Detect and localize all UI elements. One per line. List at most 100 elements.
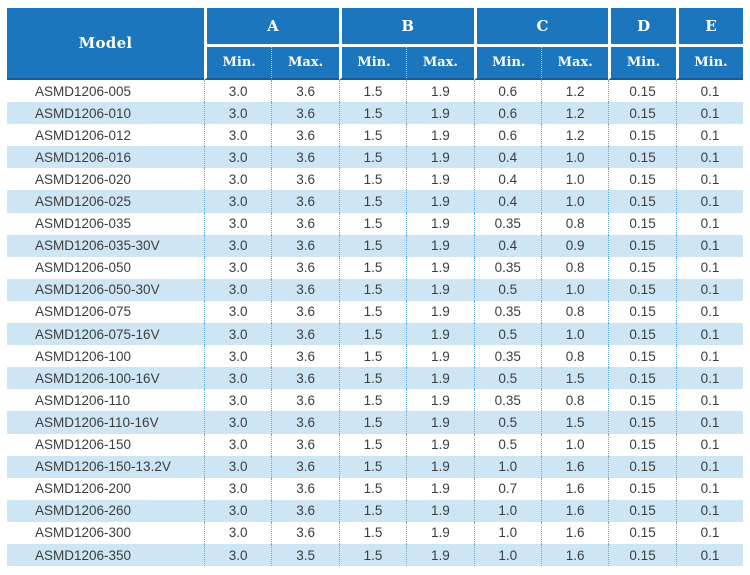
- value-cell: 1.0: [540, 278, 609, 301]
- value-cell: 1.5: [338, 124, 407, 147]
- table-row: ASMD1206-012 3.0 3.6 1.5 1.9 0.6 1.2 0.15 0.1: [7, 124, 744, 147]
- value-cell: 0.1: [675, 345, 744, 368]
- value-cell: 1.5: [338, 323, 407, 346]
- value-cell: 0.1: [675, 411, 744, 434]
- value-cell: 0.1: [675, 477, 744, 500]
- value-cell: 3.0: [204, 80, 272, 103]
- value-cell: 1.0: [473, 543, 541, 567]
- value-cell: 1.6: [540, 543, 609, 567]
- value-cell: 0.1: [675, 455, 744, 478]
- value-cell: 0.15: [608, 345, 676, 368]
- value-cell: 0.15: [608, 234, 676, 257]
- value-cell: 3.0: [204, 234, 272, 257]
- value-cell: 1.5: [338, 345, 407, 368]
- value-cell: 3.0: [204, 345, 272, 368]
- value-cell: 1.0: [540, 168, 609, 191]
- value-cell: 1.6: [540, 477, 609, 500]
- value-cell: 3.6: [271, 278, 339, 301]
- value-cell: 1.2: [540, 124, 609, 147]
- model-cell: ASMD1206-016: [7, 146, 204, 169]
- spec-table-header: Model A B C D E Min. Max. Min. Max. Min.…: [7, 8, 744, 80]
- value-cell: 1.9: [406, 234, 474, 257]
- value-cell: 0.1: [675, 278, 744, 301]
- model-cell: ASMD1206-150-13.2V: [7, 455, 204, 478]
- column-header-b-max: Max.: [406, 46, 474, 80]
- column-header-c-max: Max.: [540, 46, 609, 80]
- value-cell: 0.5: [473, 278, 541, 301]
- table-row: ASMD1206-050-30V 3.0 3.6 1.5 1.9 0.5 1.0 0.15 0.…: [7, 278, 744, 301]
- value-cell: 1.9: [406, 389, 474, 412]
- value-cell: 3.0: [204, 521, 272, 544]
- model-cell: ASMD1206-260: [7, 499, 204, 522]
- value-cell: 1.9: [406, 102, 474, 125]
- table-row: ASMD1206-016 3.0 3.6 1.5 1.9 0.4 1.0 0.15 0.1: [7, 146, 744, 169]
- value-cell: 0.35: [473, 212, 541, 235]
- value-cell: 1.0: [473, 521, 541, 544]
- value-cell: 3.6: [271, 345, 339, 368]
- value-cell: 3.6: [271, 433, 339, 456]
- value-cell: 1.9: [406, 433, 474, 456]
- value-cell: 0.1: [675, 168, 744, 191]
- value-cell: 1.9: [406, 168, 474, 191]
- table-row: ASMD1206-100-16V 3.0 3.6 1.5 1.9 0.5 1.5 0.15 0.…: [7, 367, 744, 390]
- value-cell: 3.6: [271, 234, 339, 257]
- value-cell: 0.1: [675, 146, 744, 169]
- value-cell: 1.5: [338, 389, 407, 412]
- value-cell: 1.5: [338, 168, 407, 191]
- value-cell: 0.6: [473, 124, 541, 147]
- model-cell: ASMD1206-012: [7, 124, 204, 147]
- value-cell: 0.9: [540, 234, 609, 257]
- value-cell: 1.9: [406, 499, 474, 522]
- model-cell: ASMD1206-025: [7, 190, 204, 213]
- value-cell: 3.0: [204, 168, 272, 191]
- value-cell: 0.7: [473, 477, 541, 500]
- value-cell: 0.8: [540, 212, 609, 235]
- value-cell: 3.6: [271, 411, 339, 434]
- value-cell: 0.15: [608, 190, 676, 213]
- spec-table: Model A B C D E Min. Max. Min. Max. Min.…: [7, 8, 744, 567]
- value-cell: 0.1: [675, 543, 744, 567]
- value-cell: 0.35: [473, 256, 541, 279]
- value-cell: 0.15: [608, 323, 676, 346]
- value-cell: 1.0: [473, 455, 541, 478]
- value-cell: 1.0: [540, 190, 609, 213]
- value-cell: 1.5: [338, 543, 407, 567]
- value-cell: 3.6: [271, 521, 339, 544]
- value-cell: 1.9: [406, 455, 474, 478]
- model-cell: ASMD1206-100: [7, 345, 204, 368]
- value-cell: 1.9: [406, 477, 474, 500]
- value-cell: 0.5: [473, 411, 541, 434]
- column-header-e-min: Min.: [675, 46, 744, 80]
- value-cell: 3.6: [271, 146, 339, 169]
- value-cell: 1.2: [540, 102, 609, 125]
- value-cell: 1.0: [540, 433, 609, 456]
- value-cell: 0.15: [608, 300, 676, 324]
- value-cell: 3.6: [271, 389, 339, 412]
- value-cell: 1.9: [406, 323, 474, 346]
- value-cell: 0.15: [608, 278, 676, 301]
- value-cell: 3.0: [204, 190, 272, 213]
- value-cell: 1.5: [338, 521, 407, 544]
- value-cell: 0.6: [473, 102, 541, 125]
- table-row: ASMD1206-150 3.0 3.6 1.5 1.9 0.5 1.0 0.15 0.1: [7, 433, 744, 456]
- value-cell: 1.9: [406, 300, 474, 324]
- value-cell: 0.1: [675, 433, 744, 456]
- column-group-a: A: [204, 8, 339, 47]
- value-cell: 0.1: [675, 124, 744, 147]
- value-cell: 1.9: [406, 521, 474, 544]
- value-cell: 1.5: [338, 499, 407, 522]
- column-header-a-min: Min.: [204, 46, 272, 80]
- table-row: ASMD1206-260 3.0 3.6 1.5 1.9 1.0 1.6 0.15 0.1: [7, 499, 744, 522]
- value-cell: 0.15: [608, 124, 676, 147]
- model-cell: ASMD1206-035-30V: [7, 234, 204, 257]
- value-cell: 1.5: [338, 234, 407, 257]
- value-cell: 1.9: [406, 278, 474, 301]
- value-cell: 0.15: [608, 256, 676, 279]
- model-cell: ASMD1206-110: [7, 389, 204, 412]
- value-cell: 1.5: [338, 278, 407, 301]
- value-cell: 0.1: [675, 190, 744, 213]
- value-cell: 1.9: [406, 124, 474, 147]
- value-cell: 0.15: [608, 521, 676, 544]
- value-cell: 3.6: [271, 102, 339, 125]
